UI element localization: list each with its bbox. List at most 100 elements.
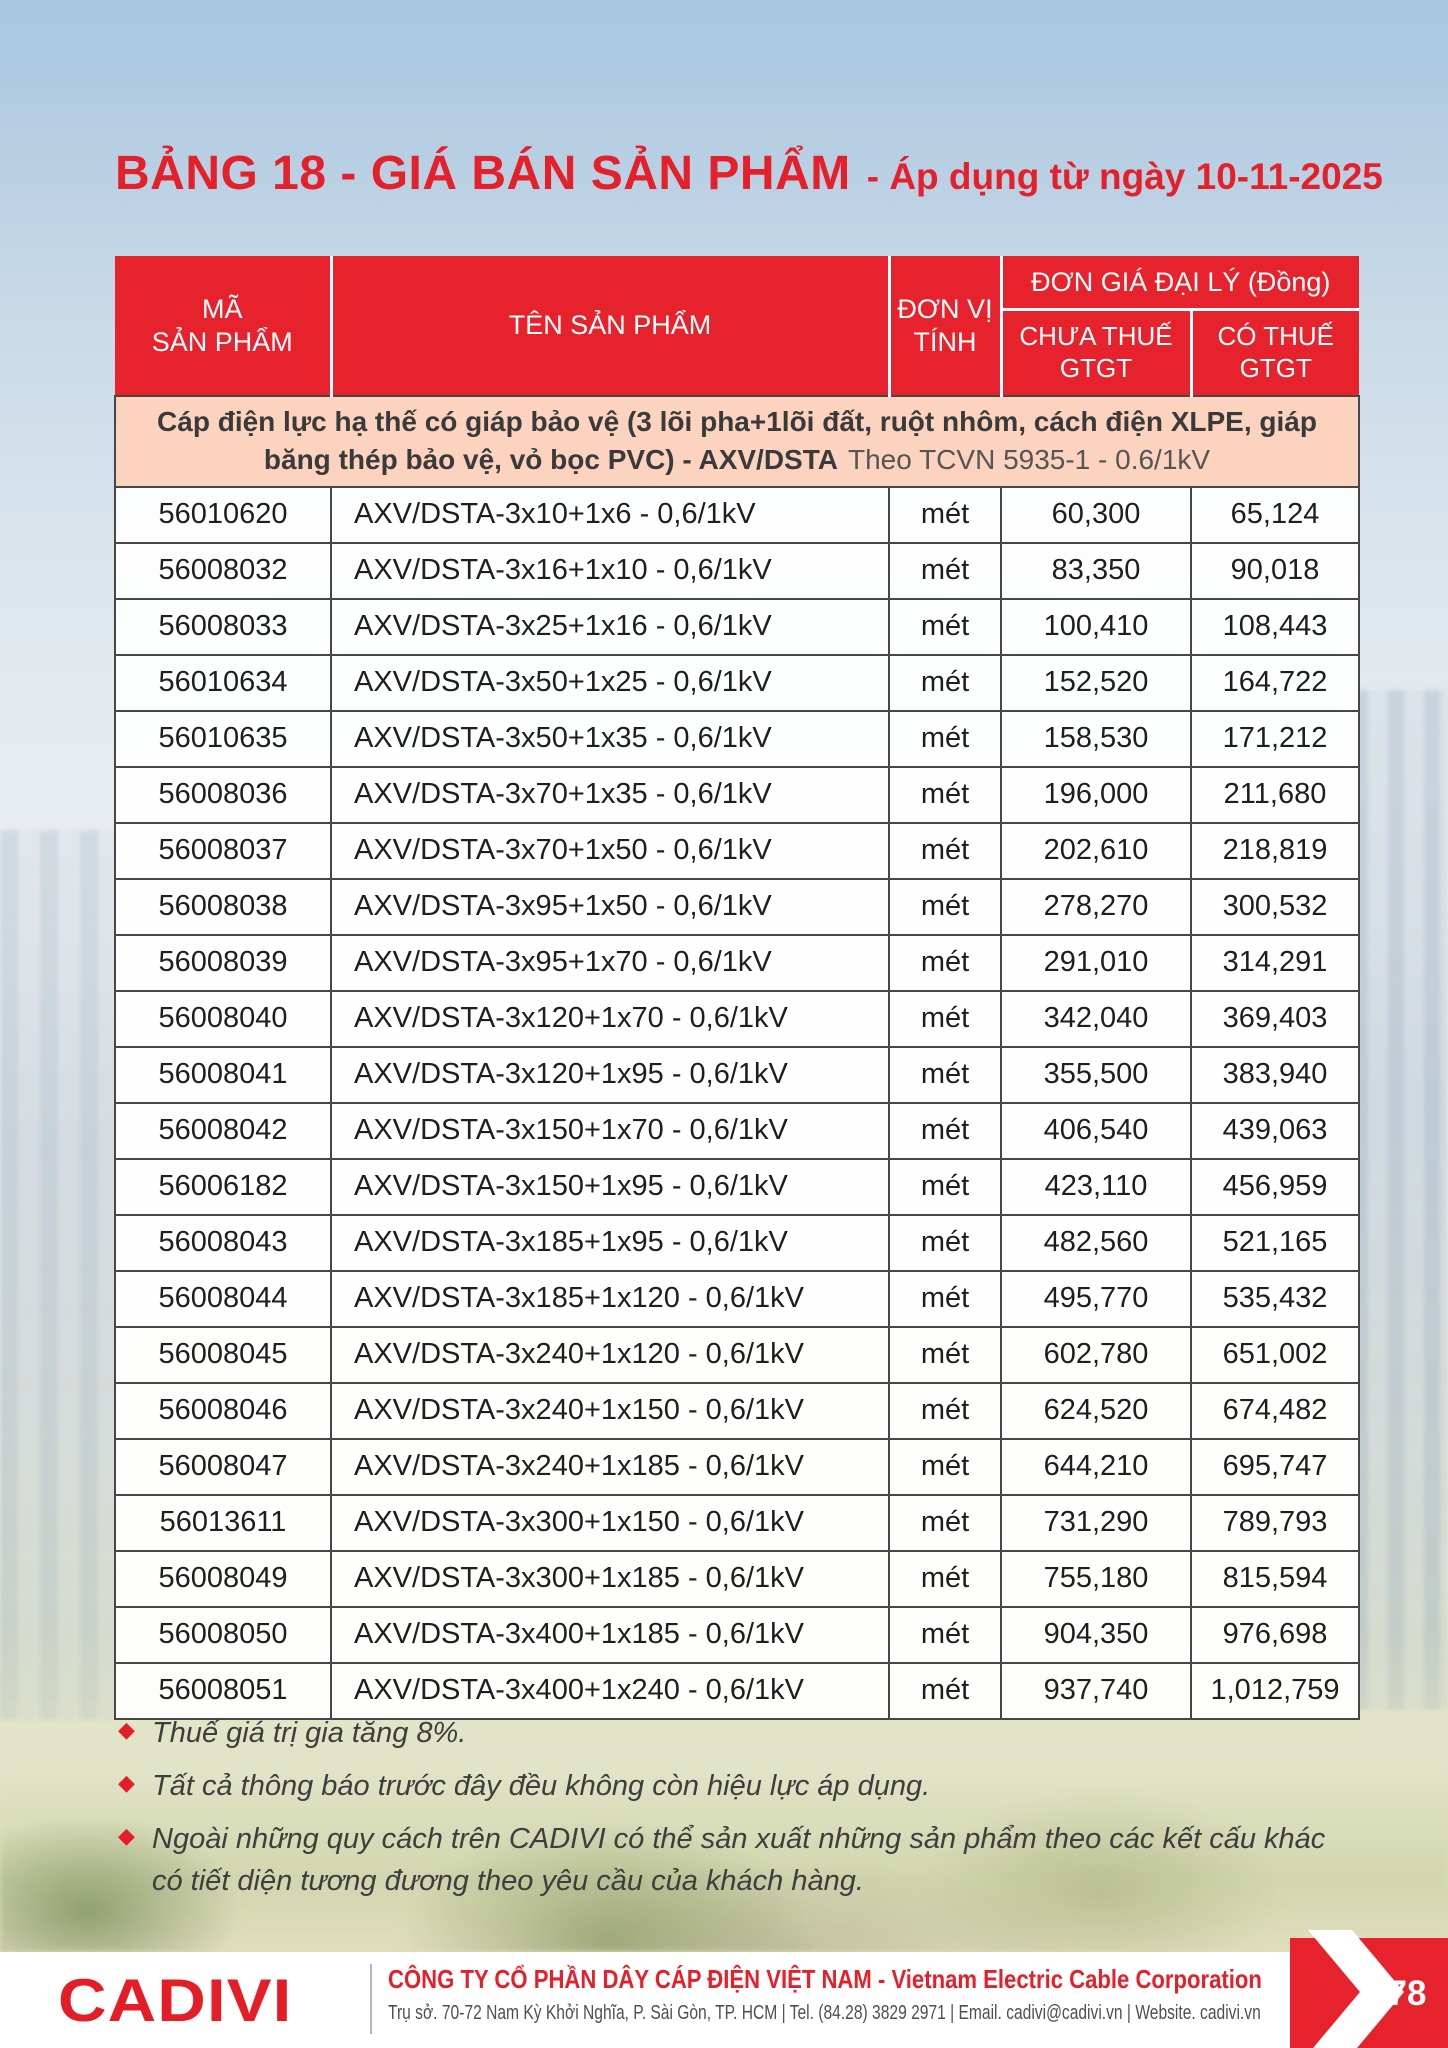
cell-price-before-vat: 60,300 bbox=[1000, 485, 1192, 544]
cell-product-code: 56008037 bbox=[114, 821, 332, 880]
cell-price-before-vat: 355,500 bbox=[1000, 1045, 1192, 1104]
cell-price-with-vat: 314,291 bbox=[1189, 933, 1361, 992]
cell-unit: mét bbox=[888, 1493, 1002, 1552]
cell-product-name: AXV/DSTA-3x300+1x185 - 0,6/1kV bbox=[330, 1549, 890, 1608]
cell-product-code: 56008032 bbox=[114, 541, 332, 600]
category-title: Cáp điện lực hạ thế có giáp bảo vệ (3 lõ… bbox=[157, 406, 1317, 476]
cell-product-name: AXV/DSTA-3x300+1x150 - 0,6/1kV bbox=[330, 1493, 890, 1552]
cell-unit: mét bbox=[888, 597, 1002, 656]
cell-unit: mét bbox=[888, 1661, 1002, 1720]
table-row: 56008032 AXV/DSTA-3x16+1x10 - 0,6/1kV mé… bbox=[114, 541, 1361, 600]
cell-product-name: AXV/DSTA-3x95+1x50 - 0,6/1kV bbox=[330, 877, 890, 936]
col-header-price-before-vat: CHƯA THUẾ GTGT bbox=[999, 309, 1191, 396]
cell-product-code: 56008038 bbox=[114, 877, 332, 936]
cell-product-name: AXV/DSTA-3x400+1x240 - 0,6/1kV bbox=[330, 1661, 890, 1720]
cell-product-name: AXV/DSTA-3x50+1x35 - 0,6/1kV bbox=[330, 709, 890, 768]
table-body: 56010620 AXV/DSTA-3x10+1x6 - 0,6/1kV mét… bbox=[114, 485, 1361, 1720]
cell-unit: mét bbox=[888, 1269, 1002, 1328]
cell-unit: mét bbox=[888, 1213, 1002, 1272]
cell-product-code: 56008047 bbox=[114, 1437, 332, 1496]
price-table: MÃ SẢN PHẨM TÊN SẢN PHẨM ĐƠN VỊ TÍNH ĐƠN… bbox=[113, 256, 1361, 1720]
cell-product-name: AXV/DSTA-3x120+1x95 - 0,6/1kV bbox=[330, 1045, 890, 1104]
table-row: 56008051 AXV/DSTA-3x400+1x240 - 0,6/1kV … bbox=[114, 1661, 1361, 1720]
diamond-bullet-icon: ◆ bbox=[118, 1770, 135, 1796]
cell-price-with-vat: 695,747 bbox=[1189, 1437, 1361, 1496]
table-row: 56008041 AXV/DSTA-3x120+1x95 - 0,6/1kV m… bbox=[114, 1045, 1361, 1104]
cell-price-with-vat: 369,403 bbox=[1189, 989, 1361, 1048]
cell-product-code: 56008045 bbox=[114, 1325, 332, 1384]
table-row: 56008040 AXV/DSTA-3x120+1x70 - 0,6/1kV m… bbox=[114, 989, 1361, 1048]
cell-price-with-vat: 300,532 bbox=[1189, 877, 1361, 936]
cell-unit: mét bbox=[888, 1437, 1002, 1496]
cell-product-code: 56010635 bbox=[114, 709, 332, 768]
cell-product-code: 56006182 bbox=[114, 1157, 332, 1216]
cell-price-before-vat: 278,270 bbox=[1000, 877, 1192, 936]
cell-price-before-vat: 152,520 bbox=[1000, 653, 1192, 712]
footer: CADIVI CÔNG TY CỔ PHẦN DÂY CÁP ĐIỆN VIỆT… bbox=[0, 1952, 1448, 2048]
cell-product-name: AXV/DSTA-3x70+1x50 - 0,6/1kV bbox=[330, 821, 890, 880]
background-buildings-right bbox=[1352, 690, 1448, 1710]
cell-unit: mét bbox=[888, 653, 1002, 712]
cell-price-before-vat: 482,560 bbox=[1000, 1213, 1192, 1272]
table-row: 56008044 AXV/DSTA-3x185+1x120 - 0,6/1kV … bbox=[114, 1269, 1361, 1328]
table-row: 56013611 AXV/DSTA-3x300+1x150 - 0,6/1kV … bbox=[114, 1493, 1361, 1552]
cell-price-with-vat: 65,124 bbox=[1189, 485, 1361, 544]
background-buildings-left bbox=[0, 830, 118, 1720]
cadivi-logo: CADIVI bbox=[58, 1967, 293, 2034]
cell-product-code: 56008051 bbox=[114, 1661, 332, 1720]
cell-unit: mét bbox=[888, 1157, 1002, 1216]
category-banner: Cáp điện lực hạ thế có giáp bảo vệ (3 lõ… bbox=[113, 395, 1361, 488]
table-row: 56008046 AXV/DSTA-3x240+1x150 - 0,6/1kV … bbox=[114, 1381, 1361, 1440]
cell-product-name: AXV/DSTA-3x185+1x95 - 0,6/1kV bbox=[330, 1213, 890, 1272]
cell-price-with-vat: 218,819 bbox=[1189, 821, 1361, 880]
cell-unit: mét bbox=[888, 1325, 1002, 1384]
cell-product-code: 56010634 bbox=[114, 653, 332, 712]
category-banner-body: Cáp điện lực hạ thế có giáp bảo vệ (3 lõ… bbox=[113, 395, 1361, 488]
cell-product-name: AXV/DSTA-3x120+1x70 - 0,6/1kV bbox=[330, 989, 890, 1048]
cell-unit: mét bbox=[888, 541, 1002, 600]
cell-price-with-vat: 674,482 bbox=[1189, 1381, 1361, 1440]
cell-price-with-vat: 1,012,759 bbox=[1189, 1661, 1361, 1720]
cell-product-code: 56013611 bbox=[114, 1493, 332, 1552]
col-header-product-name: TÊN SẢN PHẨM bbox=[329, 256, 889, 396]
cell-unit: mét bbox=[888, 1045, 1002, 1104]
cell-product-name: AXV/DSTA-3x70+1x35 - 0,6/1kV bbox=[330, 765, 890, 824]
cell-price-before-vat: 602,780 bbox=[1000, 1325, 1192, 1384]
table-row: 56008045 AXV/DSTA-3x240+1x120 - 0,6/1kV … bbox=[114, 1325, 1361, 1384]
cell-unit: mét bbox=[888, 485, 1002, 544]
cell-unit: mét bbox=[888, 1549, 1002, 1608]
cell-price-before-vat: 100,410 bbox=[1000, 597, 1192, 656]
cell-price-with-vat: 164,722 bbox=[1189, 653, 1361, 712]
table-row: 56008043 AXV/DSTA-3x185+1x95 - 0,6/1kV m… bbox=[114, 1213, 1361, 1272]
cell-unit: mét bbox=[888, 933, 1002, 992]
cell-product-name: AXV/DSTA-3x95+1x70 - 0,6/1kV bbox=[330, 933, 890, 992]
table-row: 56008039 AXV/DSTA-3x95+1x70 - 0,6/1kV mé… bbox=[114, 933, 1361, 992]
company-name: CÔNG TY CỔ PHẦN DÂY CÁP ĐIỆN VIỆT NAM - … bbox=[388, 1964, 1262, 1994]
cell-product-code: 56008046 bbox=[114, 1381, 332, 1440]
cell-price-before-vat: 406,540 bbox=[1000, 1101, 1192, 1160]
table-header: MÃ SẢN PHẨM TÊN SẢN PHẨM ĐƠN VỊ TÍNH ĐƠN… bbox=[115, 256, 1360, 396]
cell-unit: mét bbox=[888, 989, 1002, 1048]
cell-price-before-vat: 937,740 bbox=[1000, 1661, 1192, 1720]
table-row: 56008049 AXV/DSTA-3x300+1x185 - 0,6/1kV … bbox=[114, 1549, 1361, 1608]
company-address: Trụ sở. 70-72 Nam Kỳ Khởi Nghĩa, P. Sài … bbox=[388, 2002, 1261, 2024]
diamond-bullet-icon: ◆ bbox=[118, 1717, 135, 1742]
cell-price-with-vat: 789,793 bbox=[1189, 1493, 1361, 1552]
table-row: 56010635 AXV/DSTA-3x50+1x35 - 0,6/1kV mé… bbox=[114, 709, 1361, 768]
table-row: 56008036 AXV/DSTA-3x70+1x35 - 0,6/1kV mé… bbox=[114, 765, 1361, 824]
chevron-right-icon bbox=[1290, 1930, 1448, 2048]
page-number-tab: 78 bbox=[1286, 1930, 1448, 2048]
cell-product-name: AXV/DSTA-3x400+1x185 - 0,6/1kV bbox=[330, 1605, 890, 1664]
cell-product-code: 56008043 bbox=[114, 1213, 332, 1272]
notes: ◆ Thuế giá trị gia tăng 8%. ◆ Tất cả thô… bbox=[118, 1712, 1358, 1913]
cell-price-before-vat: 342,040 bbox=[1000, 989, 1192, 1048]
cell-price-before-vat: 755,180 bbox=[1000, 1549, 1192, 1608]
cell-product-code: 56008040 bbox=[114, 989, 332, 1048]
cell-price-before-vat: 624,520 bbox=[1000, 1381, 1192, 1440]
cell-price-with-vat: 211,680 bbox=[1189, 765, 1361, 824]
cell-product-code: 56008050 bbox=[114, 1605, 332, 1664]
table-row: 56008042 AXV/DSTA-3x150+1x70 - 0,6/1kV m… bbox=[114, 1101, 1361, 1160]
cell-price-before-vat: 495,770 bbox=[1000, 1269, 1192, 1328]
cell-unit: mét bbox=[888, 877, 1002, 936]
